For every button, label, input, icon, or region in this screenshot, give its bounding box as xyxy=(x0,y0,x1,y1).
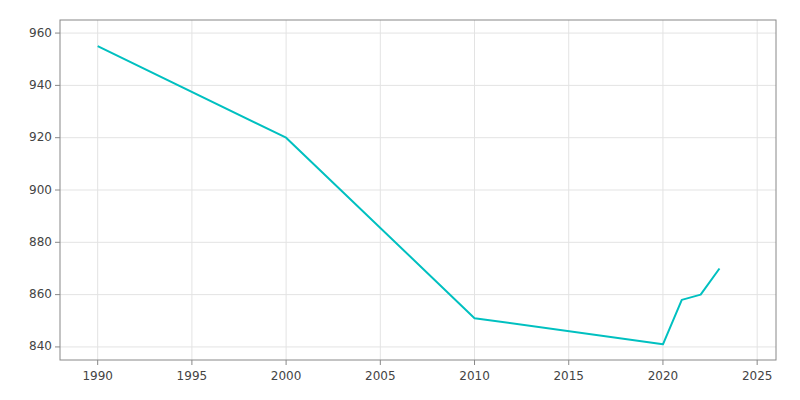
x-grid-line xyxy=(286,20,287,360)
x-tick-label: 1995 xyxy=(177,369,208,383)
x-tick-label: 2020 xyxy=(648,369,679,383)
plot-frame xyxy=(60,20,776,360)
y-grid-line xyxy=(60,137,776,138)
x-tick-label: 1990 xyxy=(82,369,113,383)
x-tick-label: 2015 xyxy=(553,369,584,383)
x-grid-line xyxy=(568,20,569,360)
x-tick xyxy=(568,360,569,365)
chart-container: 840 860 880 900 920 940 960 1990 1995 2000 2005 201… xyxy=(0,0,800,400)
line xyxy=(98,46,720,344)
y-tick xyxy=(55,137,60,138)
x-tick-label: 2000 xyxy=(271,369,302,383)
x-grid-line xyxy=(662,20,663,360)
y-tick xyxy=(55,346,60,347)
x-tick xyxy=(380,360,381,365)
x-tick xyxy=(757,360,758,365)
y-tick xyxy=(55,190,60,191)
x-grid-line xyxy=(380,20,381,360)
grid xyxy=(60,20,776,360)
y-tick-label: 900 xyxy=(29,183,52,197)
x-grid-line xyxy=(757,20,758,360)
x-grid-line xyxy=(191,20,192,360)
y-grid-line xyxy=(60,190,776,191)
x-grid-line xyxy=(474,20,475,360)
y-tick-label: 940 xyxy=(29,78,52,92)
x-tick-label: 2010 xyxy=(459,369,490,383)
y-tick-label: 860 xyxy=(29,287,52,301)
y-tick-label: 880 xyxy=(29,235,52,249)
y-grid-line xyxy=(60,85,776,86)
y-tick-label: 920 xyxy=(29,130,52,144)
y-grid-line xyxy=(60,346,776,347)
x-tick xyxy=(662,360,663,365)
axes: 840 860 880 900 920 940 960 1990 1995 2000 2005 201… xyxy=(29,26,772,383)
y-tick-label: 840 xyxy=(29,339,52,353)
y-tick xyxy=(55,294,60,295)
y-tick xyxy=(55,85,60,86)
x-tick xyxy=(286,360,287,365)
y-tick-label: 960 xyxy=(29,26,52,40)
y-grid-line xyxy=(60,242,776,243)
chart-svg: 840 860 880 900 920 940 960 1990 1995 2000 2005 201… xyxy=(0,0,800,400)
y-tick xyxy=(55,242,60,243)
y-grid-line xyxy=(60,33,776,34)
y-tick xyxy=(55,33,60,34)
x-tick-label: 2005 xyxy=(365,369,396,383)
x-tick xyxy=(97,360,98,365)
x-tick xyxy=(191,360,192,365)
data-layer xyxy=(98,46,720,344)
x-tick xyxy=(474,360,475,365)
plot-background xyxy=(60,20,776,360)
x-grid-line xyxy=(97,20,98,360)
x-tick-label: 2025 xyxy=(742,369,773,383)
y-grid-line xyxy=(60,294,776,295)
